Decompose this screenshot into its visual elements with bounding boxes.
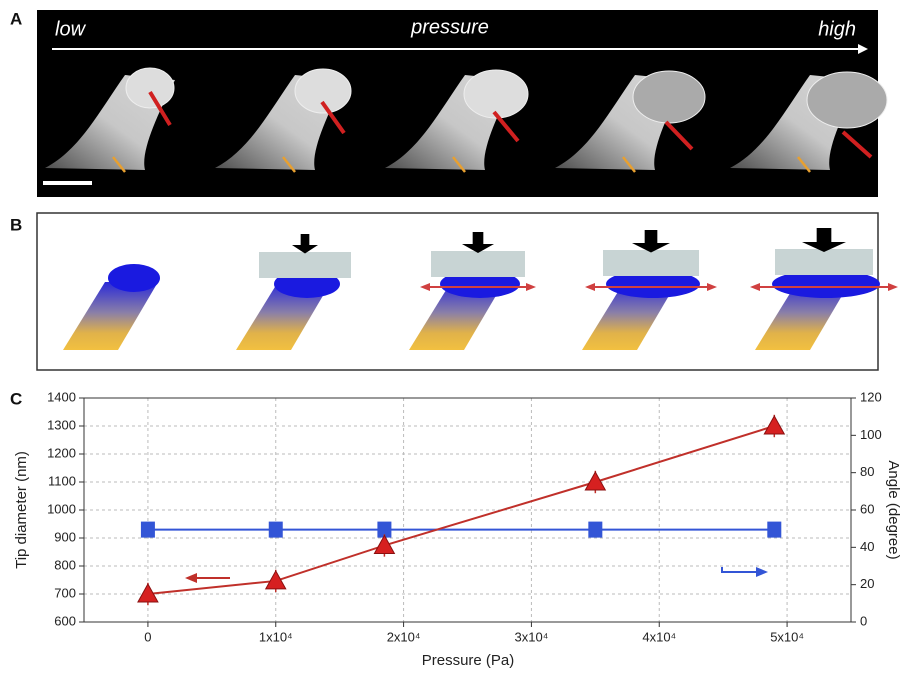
force-stem [817,228,832,242]
marker [588,522,602,538]
x-axis-title: Pressure (Pa) [422,652,515,669]
pillar-tip [126,68,174,108]
force-stem [473,232,484,244]
plate [259,252,351,278]
y-tick-label: 1200 [47,445,76,460]
panel-label: B [10,215,22,234]
pillar-tip [464,70,528,118]
panel-label: C [10,389,22,408]
marker [141,522,155,538]
marker [269,522,283,538]
axis-indicator [185,573,197,583]
marker [585,472,605,490]
marker [266,571,286,589]
pillar-tip [633,71,705,123]
force-stem [301,234,310,245]
y2-tick-label: 120 [860,389,882,404]
x-tick-label: 2x10⁴ [387,629,421,644]
plate [431,251,525,277]
pillar-tip [807,72,887,128]
y2-tick-label: 20 [860,576,874,591]
axis-indicator [756,567,768,577]
low-label: low [55,18,87,40]
force-stem [645,230,658,243]
panel-label: A [10,9,22,28]
x-tick-label: 4x10⁴ [642,629,676,644]
y2-tick-label: 100 [860,427,882,442]
figure: A low pressure high B C Pressure (Pa) Ti… [0,0,910,675]
x-tick-label: 0 [144,629,151,644]
y2-tick-label: 40 [860,539,874,554]
y-tick-label: 1400 [47,389,76,404]
plate [775,249,873,275]
x-tick-label: 5x10⁴ [770,629,804,644]
y-tick-label: 900 [54,529,76,544]
x-tick-label: 1x10⁴ [259,629,293,644]
y-axis-title: Tip diameter (nm) [13,451,30,569]
axis-indicator [722,567,758,572]
y-tick-label: 600 [54,613,76,628]
y-tick-label: 700 [54,585,76,600]
spread-head [888,283,898,291]
y-tick-label: 1300 [47,417,76,432]
page: {"panels": {"a": "A", "b": "B", "c": "C"… [0,0,910,675]
high-label: high [818,18,856,40]
y2-axis-title: Angle (degree) [885,460,902,559]
y-tick-label: 1100 [48,473,76,488]
y2-tick-label: 60 [860,501,874,516]
y-tick-label: 800 [54,557,76,572]
y2-tick-label: 0 [860,613,867,628]
tip [108,264,160,292]
plate [603,250,699,276]
marker [767,522,781,538]
x-tick-label: 3x10⁴ [515,629,549,644]
y2-tick-label: 80 [860,464,874,479]
pressure-label: pressure [410,16,489,38]
marker [764,416,784,434]
y-tick-label: 1000 [47,501,76,516]
